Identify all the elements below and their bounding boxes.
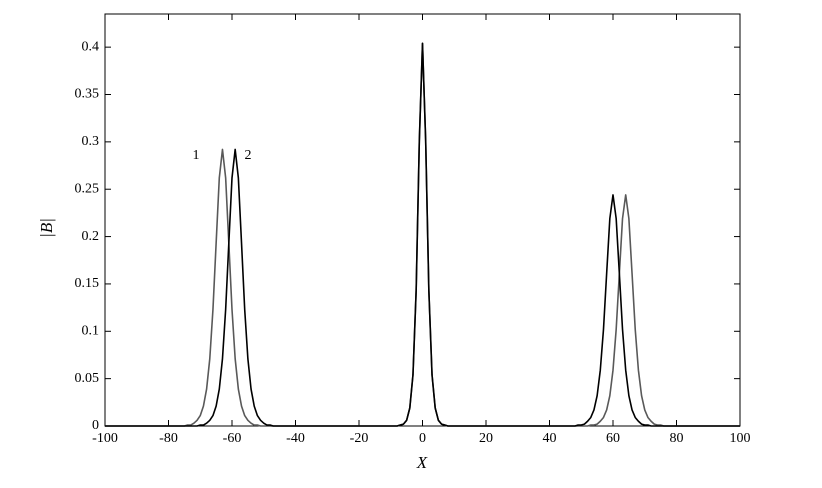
x-tick-label: -40 [286, 431, 305, 446]
y-tick-label: 0.3 [82, 134, 100, 149]
y-tick-label: 0.1 [82, 324, 100, 339]
series-annotation: 2 [245, 148, 252, 163]
y-tick-label: 0.2 [82, 229, 100, 244]
x-tick-label: 60 [606, 431, 620, 446]
y-tick-label: 0.15 [75, 276, 100, 291]
x-tick-label: 20 [479, 431, 493, 446]
x-tick-label: -60 [223, 431, 242, 446]
x-tick-label: -20 [350, 431, 369, 446]
x-tick-label: -80 [159, 431, 178, 446]
x-tick-label: -100 [92, 431, 118, 446]
y-axis-label: |B| [37, 218, 56, 238]
x-axis-label: X [416, 453, 428, 472]
line-series [105, 42, 740, 427]
y-tick-label: 0.35 [75, 87, 100, 102]
series-annotation: 1 [193, 148, 200, 163]
x-tick-label: 100 [730, 431, 751, 446]
y-tick-label: 0.4 [82, 39, 100, 54]
x-tick-label: 80 [670, 431, 684, 446]
y-tick-label: 0.05 [75, 371, 100, 386]
x-tick-label: 0 [419, 431, 426, 446]
y-tick-label: 0.25 [75, 181, 100, 196]
plot-frame [104, 13, 741, 427]
line-series [105, 42, 740, 427]
x-tick-label: 40 [543, 431, 557, 446]
y-tick-label: 0 [92, 418, 99, 433]
